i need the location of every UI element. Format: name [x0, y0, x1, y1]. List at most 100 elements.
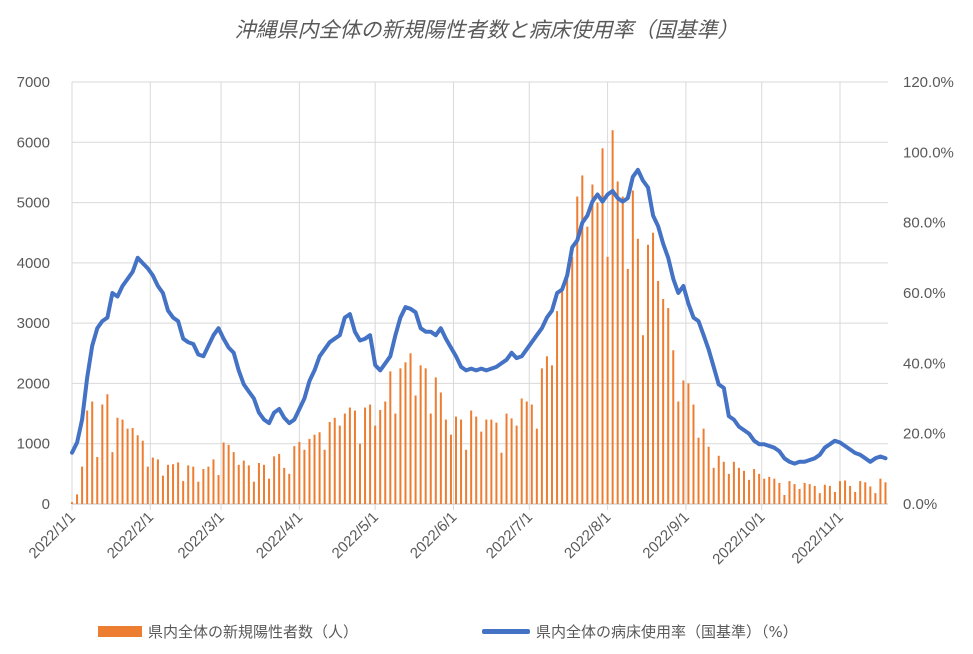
bar	[773, 478, 776, 504]
bar	[722, 461, 725, 504]
bar	[460, 419, 463, 504]
bar	[641, 335, 644, 504]
bar	[768, 476, 771, 504]
legend-label-line: 県内全体の病床使用率（国基準）（%）	[536, 623, 798, 641]
bar	[758, 473, 761, 504]
bar	[318, 432, 321, 504]
y-left-axis: 0 1000 2000 3000 4000 5000 6000 7000	[17, 74, 50, 513]
bar	[657, 280, 660, 504]
bar	[743, 470, 745, 504]
bar	[652, 232, 655, 504]
bar	[682, 380, 685, 504]
bar	[278, 453, 281, 504]
bar	[475, 416, 478, 504]
y-left-tick-label: 4000	[17, 255, 50, 272]
bar	[257, 463, 260, 504]
bar	[581, 175, 584, 504]
bar	[662, 299, 665, 504]
bar	[399, 368, 402, 504]
bar	[364, 407, 367, 504]
bar	[697, 437, 700, 504]
x-tick-label: 2022/5/1	[329, 509, 382, 562]
bar	[586, 226, 589, 504]
y-left-tick-label: 5000	[17, 195, 50, 212]
bar	[687, 383, 690, 504]
bar	[232, 452, 235, 504]
bar	[823, 484, 826, 504]
bar	[879, 478, 882, 504]
bar	[177, 462, 180, 504]
bar	[348, 407, 351, 504]
bar	[389, 371, 392, 504]
bar	[606, 256, 609, 504]
bar	[849, 485, 852, 504]
bar	[207, 466, 210, 504]
bar	[505, 413, 508, 504]
bar	[404, 362, 407, 504]
bar	[636, 238, 639, 504]
y-right-tick-label: 0.0%	[903, 496, 937, 513]
y-right-tick-label: 120.0%	[903, 74, 954, 91]
bar	[182, 481, 185, 504]
y-right-axis: 0.0% 20.0% 40.0% 60.0% 80.0% 100.0% 120.0%	[903, 74, 954, 513]
bar	[808, 484, 811, 504]
bar	[596, 202, 599, 505]
bar	[571, 256, 574, 504]
y-right-tick-label: 20.0%	[903, 426, 946, 443]
bar	[202, 469, 205, 504]
bar	[828, 485, 831, 504]
legend-label-bar: 県内全体の新規陽性者数（人）	[148, 623, 359, 641]
bar	[434, 377, 437, 504]
bar	[268, 478, 271, 504]
bar	[611, 130, 614, 504]
bar	[217, 475, 220, 504]
bar	[96, 456, 99, 504]
bar	[242, 460, 245, 504]
bar	[621, 196, 624, 505]
bar	[839, 481, 841, 504]
bar	[333, 417, 336, 504]
bar	[222, 442, 225, 504]
bar	[732, 461, 735, 504]
bar	[106, 394, 109, 504]
bar	[394, 413, 397, 504]
bar	[833, 491, 836, 504]
bar	[712, 467, 715, 504]
bars-series	[71, 130, 887, 505]
bar	[379, 409, 382, 504]
bar	[424, 368, 427, 504]
bar	[803, 482, 806, 504]
bar	[495, 422, 498, 504]
bar	[409, 353, 412, 504]
bar	[556, 311, 559, 504]
bar	[465, 449, 468, 504]
bar	[455, 416, 457, 504]
legend-item-line: 県内全体の病床使用率（国基準）（%）	[482, 621, 798, 642]
bar	[763, 478, 766, 504]
x-tick-label: 2022/7/1	[483, 509, 536, 562]
x-tick-label: 2022/3/1	[175, 509, 228, 562]
bar	[293, 446, 296, 504]
bar	[283, 467, 286, 504]
y-left-tick-label: 1000	[17, 436, 50, 453]
bar	[227, 444, 230, 504]
bar	[111, 452, 114, 504]
bar	[702, 428, 705, 504]
bar	[647, 244, 649, 504]
legend-swatch-bar	[98, 626, 142, 637]
y-left-tick-label: 3000	[17, 315, 50, 332]
bar	[429, 413, 432, 504]
bar	[71, 502, 73, 504]
bar	[864, 482, 867, 504]
bar	[237, 464, 240, 504]
bar	[323, 449, 326, 504]
bar	[470, 410, 473, 504]
bar	[874, 493, 877, 504]
x-tick-label: 2022/6/1	[407, 509, 460, 562]
bar	[252, 481, 255, 504]
bar	[601, 148, 604, 505]
bar	[737, 467, 740, 504]
y-right-tick-label: 100.0%	[903, 144, 954, 161]
bar	[530, 404, 533, 504]
